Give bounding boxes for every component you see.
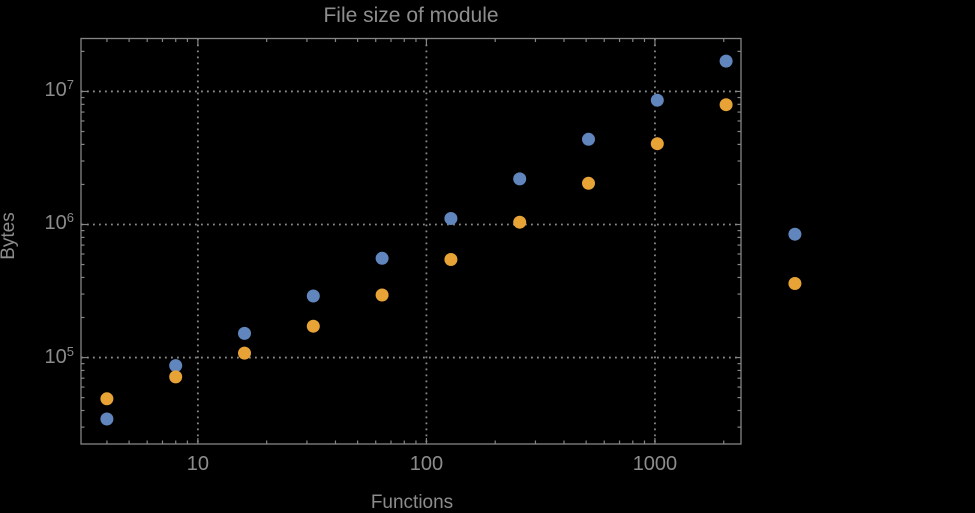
data-point-series-orange (444, 253, 458, 266)
y-tick-label: 105 (44, 343, 74, 368)
data-point-series-blue (238, 326, 251, 340)
data-point-series-blue (650, 93, 664, 107)
data-point-series-orange (719, 98, 733, 112)
data-point-series-orange (169, 370, 183, 384)
data-point-series-blue (444, 212, 458, 225)
x-tick-label: 1000 (632, 453, 678, 475)
y-tick-label: 107 (44, 77, 74, 102)
data-point-series-orange (650, 137, 664, 151)
data-point-series-orange (788, 277, 802, 290)
x-axis-label: Functions (370, 492, 454, 513)
plot-frame (80, 37, 742, 445)
y-tick-label: 106 (44, 210, 74, 235)
data-point-series-blue (513, 172, 527, 186)
data-point-series-blue (719, 54, 733, 68)
data-point-series-blue (169, 359, 183, 373)
data-point-series-orange (238, 346, 251, 360)
chart-title: File size of module (323, 4, 499, 27)
x-tick-label: 10 (186, 453, 209, 475)
data-point-series-blue (582, 132, 595, 146)
data-point-series-blue (788, 227, 802, 241)
data-point-series-orange (100, 392, 114, 406)
data-point-series-blue (375, 251, 389, 265)
data-point-series-orange (513, 215, 527, 229)
data-point-series-orange (582, 176, 595, 190)
data-point-series-orange (306, 319, 320, 333)
data-point-series-orange (375, 288, 389, 302)
data-point-series-blue (100, 412, 114, 426)
x-tick-label: 100 (409, 453, 444, 475)
y-axis-label: Bytes (0, 212, 19, 260)
data-point-series-blue (306, 289, 320, 303)
